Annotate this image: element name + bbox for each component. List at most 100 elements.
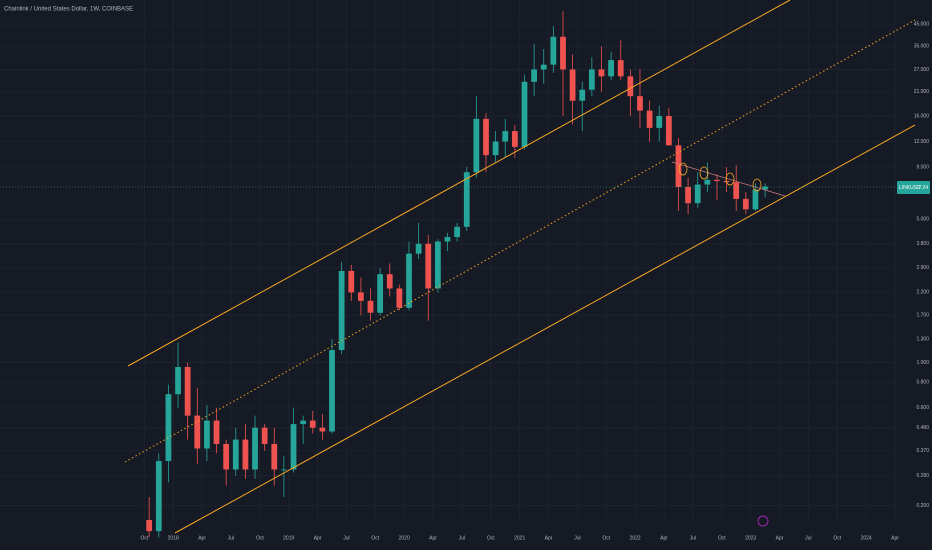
candle-body [550, 36, 557, 65]
candle-body [290, 424, 297, 470]
candle-body [271, 443, 278, 470]
candle-body [675, 145, 682, 187]
candle-body [704, 179, 711, 185]
candle-body [588, 69, 595, 90]
candle-body [608, 60, 614, 77]
candle-body [338, 270, 345, 351]
y-tick-label: 2.900 [916, 265, 929, 271]
candle-body [261, 427, 268, 444]
channel [124, 0, 916, 534]
y-tick-label: 5.000 [916, 217, 929, 223]
channel-lower [174, 124, 916, 534]
y-tick-label: 9.000 [916, 164, 929, 170]
x-tick-label: Oct [833, 535, 841, 541]
y-tick-label: 21.000 [914, 89, 930, 95]
candle-body [396, 288, 403, 308]
candle-body [569, 69, 576, 101]
y-tick-label: 2.200 [916, 290, 929, 296]
x-tick-label: 2021 [514, 535, 525, 541]
y-tick-label: 27.000 [914, 67, 930, 73]
y-tick-label: 0.280 [916, 473, 929, 479]
candle-body [358, 292, 364, 301]
candle-body [213, 420, 220, 444]
candle-body [617, 60, 624, 77]
y-tick-label: 0.370 [916, 448, 929, 454]
candle-body [598, 69, 605, 77]
candle-body [752, 189, 759, 210]
candle-body [742, 198, 749, 210]
x-tick-label: Apr [198, 535, 206, 541]
candle-body [165, 394, 172, 462]
y-tick-label: 1.700 [916, 313, 929, 319]
trend-line [671, 161, 786, 197]
x-tick-label: Oct [256, 535, 264, 541]
x-tick-label: Jul [574, 535, 580, 541]
x-tick-label: Jul [343, 535, 349, 541]
candle-body [386, 274, 393, 289]
candle-body [454, 226, 461, 238]
candles [146, 11, 768, 538]
x-tick-label: Apr [891, 535, 899, 541]
marker-circle [752, 178, 762, 192]
candle-body [694, 184, 701, 204]
candle-body [521, 81, 528, 147]
channel-middle [124, 19, 916, 463]
candle-body [415, 243, 422, 254]
marker-circle [725, 172, 735, 186]
price-badge-symbol: LINKUSD [899, 185, 921, 191]
y-tick-label: 0.800 [916, 380, 929, 386]
candle-body [155, 461, 162, 532]
price-badge [897, 181, 930, 194]
candle-body [146, 520, 153, 532]
x-tick-label: 2018 [168, 535, 179, 541]
candle-body [685, 186, 691, 204]
y-tick-label: 35.000 [914, 44, 930, 50]
candle-body [232, 439, 239, 470]
y-tick-label: 1.000 [916, 360, 929, 366]
candle-body [204, 420, 210, 449]
candle-body [627, 76, 634, 97]
y-tick-label: 1.300 [916, 336, 929, 342]
chart-title: Chainlink / United States Dollar, 1W, CO… [4, 7, 133, 13]
candle-body [560, 36, 566, 70]
x-tick-label: 2020 [399, 535, 410, 541]
y-tick-label: 0.200 [916, 503, 929, 509]
candle-body [540, 64, 547, 70]
candle-body [406, 253, 412, 308]
x-tick-label: 2019 [283, 535, 294, 541]
candle-body [502, 131, 509, 142]
x-axis: Oct 2018 Apr Jul Oct 2019 Apr Jul Oct 2020 Apr Jul O… [140, 535, 899, 541]
candle-body [714, 179, 720, 182]
channel-upper [127, 0, 791, 367]
candle-body [511, 131, 518, 147]
x-tick-label: Oct [487, 535, 495, 541]
candle-body [531, 69, 537, 82]
candle-body [309, 420, 316, 428]
candle-body [492, 141, 499, 156]
x-tick-label: Jul [228, 535, 234, 541]
marker-circle [678, 162, 688, 176]
grid [0, 0, 895, 520]
x-tick-label: Oct [718, 535, 726, 541]
candle-body [223, 443, 230, 470]
x-tick-label: Oct [602, 535, 610, 541]
x-tick-label: Apr [776, 535, 784, 541]
candle-body [319, 427, 326, 432]
y-tick-label: 0.600 [916, 405, 929, 411]
candle-body [444, 237, 451, 242]
candle-body [367, 300, 374, 313]
y-tick-label: 0.480 [916, 425, 929, 431]
candle-body [762, 186, 768, 190]
candle-body [473, 118, 480, 173]
event-circle[interactable] [757, 515, 769, 527]
candle-body [733, 182, 740, 199]
event-icon[interactable] [757, 515, 769, 527]
x-tick-label: Oct [140, 535, 148, 541]
x-tick-label: Apr [660, 535, 668, 541]
candle-body [377, 274, 384, 313]
x-tick-label: 2024 [861, 535, 872, 541]
candle-body [252, 427, 258, 470]
